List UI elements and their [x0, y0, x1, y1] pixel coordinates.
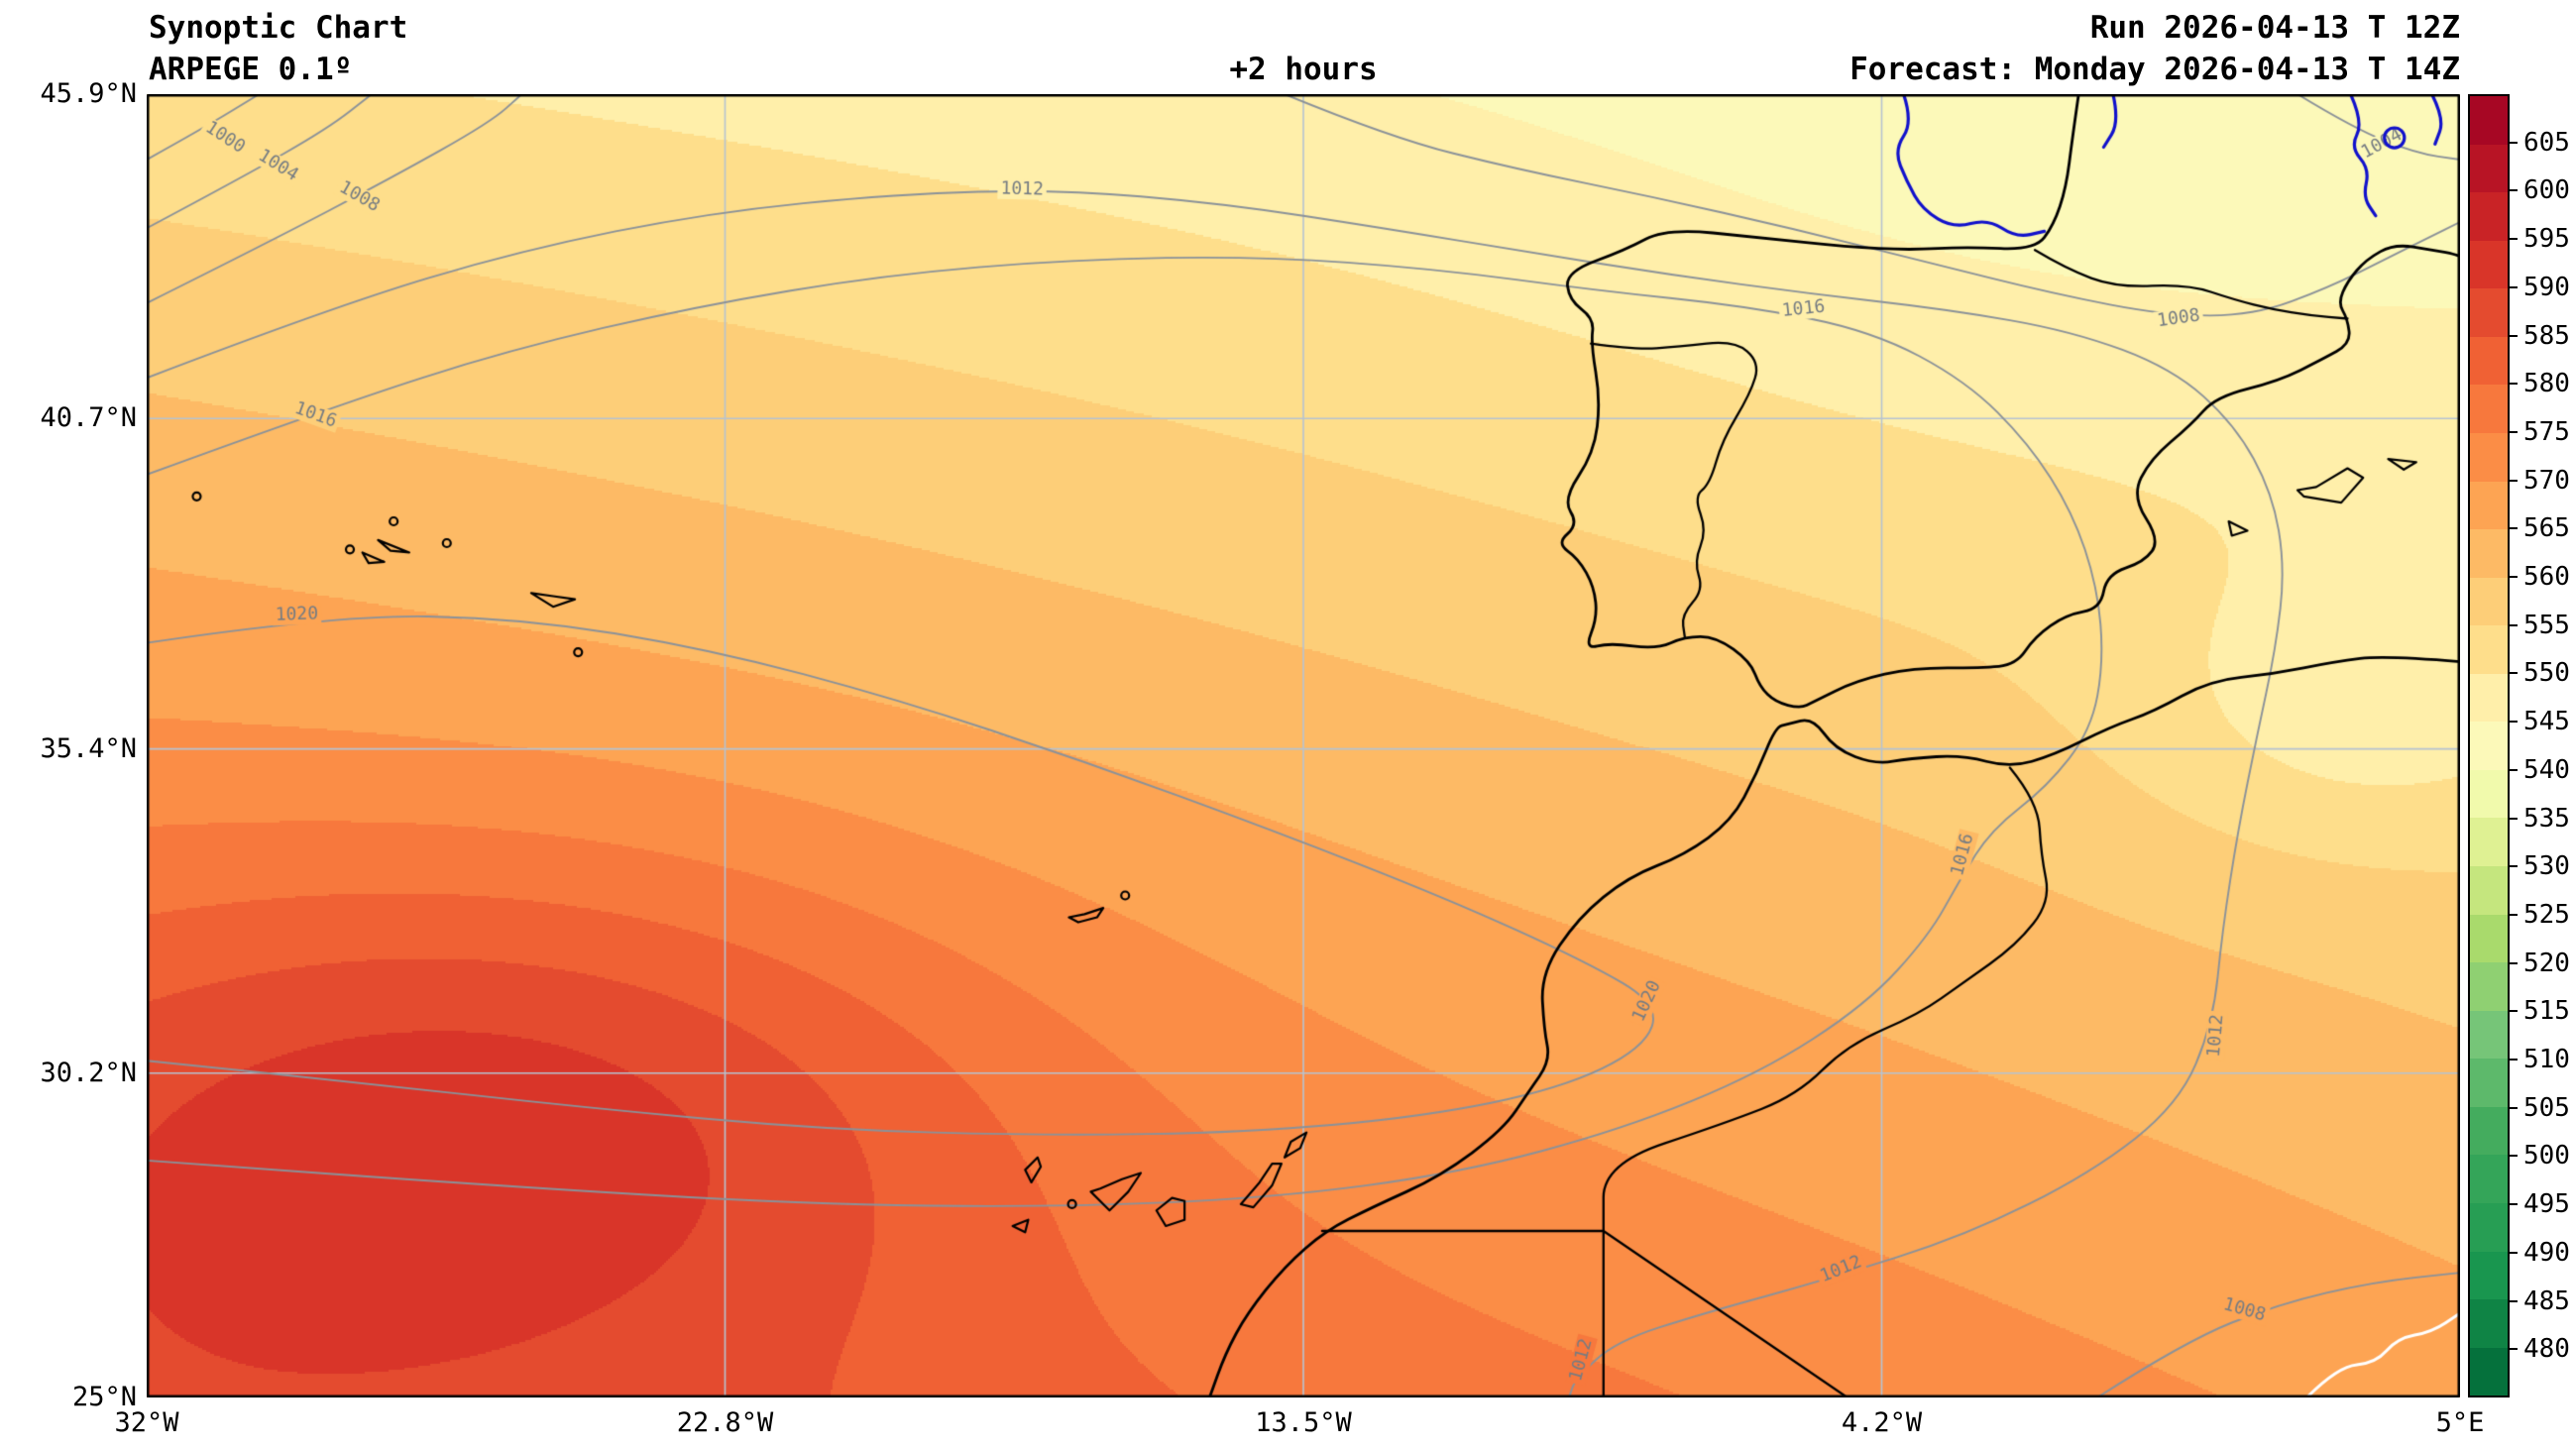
colorbar-band [2470, 625, 2508, 674]
colorbar-band [2470, 1010, 2508, 1060]
colorbar-tick-label: 525 [2523, 899, 2570, 930]
colorbar-band [2470, 432, 2508, 482]
colorbar-tick-label: 555 [2523, 610, 2570, 640]
colorbar-tick-mark [2510, 576, 2518, 579]
colorbar-tick-mark [2510, 1203, 2518, 1206]
colorbar-tick-mark [2510, 1010, 2518, 1013]
colorbar-tick-label: 495 [2523, 1189, 2570, 1220]
colorbar-tick-mark [2510, 721, 2518, 724]
x-tick-label: 32°W [114, 1407, 179, 1438]
y-tick-label: 40.7°N [40, 402, 137, 434]
colorbar-tick-label: 505 [2523, 1092, 2570, 1123]
colorbar-tick-label: 580 [2523, 369, 2570, 399]
colorbar-tick-mark [2510, 141, 2518, 144]
colorbar-tick-label: 520 [2523, 948, 2570, 978]
colorbar-band [2470, 144, 2508, 193]
colorbar-band [2470, 336, 2508, 386]
y-tick-label: 25°N [71, 1382, 137, 1412]
colorbar-tick-label: 590 [2523, 272, 2570, 302]
colorbar-band [2470, 673, 2508, 723]
colorbar-tick-mark [2510, 623, 2518, 626]
colorbar-band [2470, 722, 2508, 770]
colorbar-tick-label: 515 [2523, 996, 2570, 1027]
colorbar-tick-label: 540 [2523, 754, 2570, 785]
colorbar-band [2470, 240, 2508, 289]
colorbar-tick-mark [2510, 672, 2518, 675]
colorbar-tick-mark [2510, 430, 2518, 433]
model-label: ARPEGE 0.1º [149, 52, 353, 87]
colorbar-band [2470, 1059, 2508, 1107]
colorbar-tick-label: 565 [2523, 513, 2570, 544]
colorbar-band [2470, 1251, 2508, 1300]
colorbar-band [2470, 1299, 2508, 1348]
colorbar-tick-label: 575 [2523, 416, 2570, 447]
colorbar-tick-mark [2510, 1251, 2518, 1254]
colorbar-tick-label: 600 [2523, 175, 2570, 206]
colorbar-tick-mark [2510, 285, 2518, 288]
colorbar-band [2470, 914, 2508, 963]
colorbar-band [2470, 1347, 2508, 1396]
colorbar-band [2470, 866, 2508, 915]
colorbar-tick-mark [2510, 189, 2518, 192]
y-tick-label: 45.9°N [40, 78, 137, 109]
colorbar-tick-label: 570 [2523, 465, 2570, 496]
colorbar [2468, 94, 2510, 1397]
run-label: Run 2026-04-13 T 12Z [2089, 10, 2460, 46]
colorbar-tick-label: 530 [2523, 851, 2570, 882]
colorbar-tick-label: 500 [2523, 1141, 2570, 1172]
colorbar-band [2470, 1155, 2508, 1203]
colorbar-tick-mark [2510, 1348, 2518, 1351]
colorbar-tick-label: 545 [2523, 707, 2570, 737]
colorbar-tick-mark [2510, 865, 2518, 868]
colorbar-tick-mark [2510, 1106, 2518, 1109]
colorbar-tick-label: 585 [2523, 320, 2570, 351]
colorbar-tick-mark [2510, 768, 2518, 771]
page-title: Synoptic Chart [149, 10, 408, 46]
colorbar-tick-label: 510 [2523, 1045, 2570, 1075]
colorbar-tick-label: 605 [2523, 127, 2570, 158]
y-tick-label: 35.4°N [40, 732, 137, 764]
colorbar-band [2470, 96, 2508, 145]
colorbar-tick-mark [2510, 479, 2518, 482]
x-tick-label: 13.5°W [1255, 1407, 1352, 1438]
colorbar-tick-label: 595 [2523, 224, 2570, 255]
colorbar-band [2470, 1202, 2508, 1252]
colorbar-tick-label: 535 [2523, 803, 2570, 834]
colorbar-tick-mark [2510, 961, 2518, 964]
colorbar-tick-label: 490 [2523, 1237, 2570, 1268]
lead-time-label: +2 hours [1229, 52, 1378, 87]
y-tick-label: 30.2°N [40, 1057, 137, 1088]
colorbar-tick-mark [2510, 817, 2518, 820]
colorbar-band [2470, 1106, 2508, 1156]
colorbar-tick-mark [2510, 527, 2518, 530]
colorbar-tick-mark [2510, 1155, 2518, 1158]
colorbar-tick-label: 480 [2523, 1334, 2570, 1365]
colorbar-tick-mark [2510, 238, 2518, 241]
x-tick-label: 5°E [2435, 1407, 2485, 1438]
colorbar-tick-mark [2510, 334, 2518, 337]
colorbar-band [2470, 769, 2508, 819]
colorbar-band [2470, 577, 2508, 626]
colorbar-band [2470, 192, 2508, 241]
colorbar-band [2470, 288, 2508, 337]
colorbar-band [2470, 481, 2508, 530]
colorbar-tick-mark [2510, 1059, 2518, 1061]
map-canvas [147, 94, 2460, 1397]
colorbar-tick-label: 485 [2523, 1285, 2570, 1316]
colorbar-tick-mark [2510, 383, 2518, 386]
colorbar-band [2470, 962, 2508, 1011]
colorbar-tick-label: 550 [2523, 658, 2570, 689]
x-tick-label: 4.2°W [1841, 1407, 1923, 1438]
colorbar-band [2470, 385, 2508, 433]
colorbar-tick-mark [2510, 1299, 2518, 1302]
x-tick-label: 22.8°W [676, 1407, 774, 1438]
colorbar-tick-label: 560 [2523, 562, 2570, 593]
forecast-label: Forecast: Monday 2026-04-13 T 14Z [1849, 52, 2460, 87]
colorbar-band [2470, 818, 2508, 866]
colorbar-band [2470, 529, 2508, 578]
colorbar-tick-mark [2510, 913, 2518, 916]
